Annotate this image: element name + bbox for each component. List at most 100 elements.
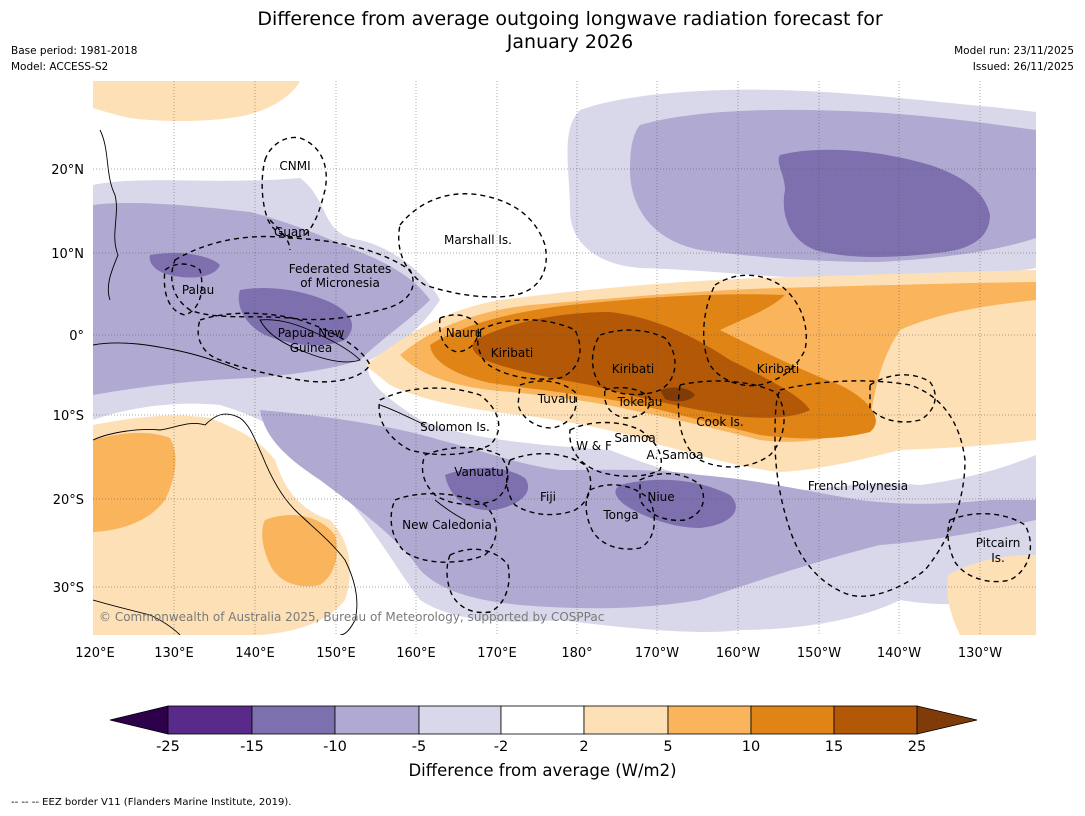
- label-guam: Guam: [274, 225, 310, 239]
- colorbar-tick: 25: [908, 739, 926, 755]
- philippines-coast: [99, 129, 119, 301]
- lat-axis: 20°N 10°N 0° 10°S 20°S 30°S: [51, 163, 84, 596]
- anomaly-pos-15-25: [472, 312, 810, 418]
- label-pitcairn-1: Pitcairn: [976, 536, 1021, 550]
- model-run: Model run: 23/11/2025: [954, 45, 1074, 57]
- lon-label: 120°E: [75, 646, 115, 661]
- colorbar-segment: [583, 705, 669, 735]
- eez-nauru: [438, 314, 479, 353]
- label-niue: Niue: [647, 490, 674, 504]
- anomaly-field: [93, 81, 1036, 635]
- label-png-2: Guinea: [290, 341, 333, 355]
- label-wf: W & F: [576, 439, 612, 453]
- anomaly-neg-10-15-niue: [615, 479, 736, 528]
- anomaly-neg-10-15-north: [778, 149, 990, 257]
- lon-label: 180°: [561, 646, 592, 661]
- colorbar-extend-low: [109, 705, 169, 735]
- coastlines: [93, 129, 466, 635]
- gridlines: [93, 81, 1036, 635]
- label-fsm-1: Federated States: [289, 262, 391, 276]
- region-labels: CNMI Guam Marshall Is. Federated States …: [182, 159, 1020, 565]
- eez-kiribati-c: [591, 329, 676, 396]
- colorbar: [109, 705, 978, 735]
- lon-label: 150°W: [797, 646, 841, 661]
- anomaly-pos-5-10-australia-2: [262, 515, 337, 587]
- label-kiribati-c: Kiribati: [612, 362, 654, 376]
- label-nauru: Nauru: [446, 326, 482, 340]
- eez-vanuatu: [421, 446, 509, 506]
- lon-label: 160°E: [396, 646, 436, 661]
- label-cnmi: CNMI: [279, 159, 310, 173]
- eez-niue: [639, 472, 705, 522]
- model-name: Model: ACCESS-S2: [11, 61, 109, 73]
- new-caledonia-coast: [434, 499, 466, 521]
- eez-legend-note: -- -- -- EEZ border V11 (Flanders Marine…: [11, 797, 292, 808]
- eez-borders: [163, 136, 1032, 614]
- anomaly-pos-25: [660, 387, 695, 402]
- colorbar-tick: -10: [323, 739, 347, 755]
- eez-kiribati-e: [702, 274, 807, 387]
- australia-coast: [93, 413, 358, 635]
- meta-left: Base period: 1981-2018 Model: ACCESS-S2: [11, 43, 137, 75]
- colorbar-ticks: -25 -15 -10 -5 -2 2 5 10 15 25: [156, 739, 926, 755]
- colorbar-tick: -15: [240, 739, 264, 755]
- label-asamoa: A. Samoa: [647, 448, 704, 462]
- lon-label: 160°W: [716, 646, 760, 661]
- colorbar-extend-high: [916, 705, 978, 735]
- label-tonga: Tonga: [602, 508, 638, 522]
- eez-newcal: [390, 492, 497, 563]
- eez-guam-link: [269, 219, 291, 251]
- png-coast: [259, 319, 361, 363]
- base-period: Base period: 1981-2018: [11, 45, 138, 57]
- title-line-2: January 2026: [506, 31, 634, 53]
- label-samoa: Samoa: [614, 431, 655, 445]
- colorbar-tick: -5: [412, 739, 426, 755]
- anomaly-pos-5-10-australia: [93, 432, 176, 532]
- colorbar-tick: -25: [156, 739, 180, 755]
- eez-wf-samoa: [569, 421, 662, 477]
- lat-label: 10°N: [51, 247, 84, 262]
- colorbar-tick: 10: [742, 739, 760, 755]
- label-fp: French Polynesia: [808, 479, 908, 493]
- label-vanuatu: Vanuatu: [454, 465, 504, 479]
- lat-label: 30°S: [53, 581, 84, 596]
- solomon-coast: [379, 404, 426, 426]
- eez-fiji: [506, 452, 592, 516]
- lon-label: 140°W: [877, 646, 921, 661]
- label-marshall: Marshall Is.: [444, 233, 512, 247]
- colorbar-segment: [750, 705, 835, 735]
- label-png-1: Papua New: [278, 326, 345, 340]
- eez-palau: [163, 263, 203, 316]
- colorbar-tick: 5: [663, 739, 672, 755]
- colorbar-segment: [167, 705, 253, 735]
- anomaly-neg-10-15-png: [238, 288, 353, 346]
- lat-label: 20°S: [53, 493, 84, 508]
- anomaly-neg-10-15-palau: [149, 253, 220, 278]
- label-solomon: Solomon Is.: [420, 420, 490, 434]
- label-cook: Cook Is.: [696, 415, 743, 429]
- title-line-1: Difference from average outgoing longwav…: [257, 8, 883, 30]
- chart-title: Difference from average outgoing longwav…: [0, 8, 1085, 54]
- eez-solomon: [378, 387, 500, 456]
- lon-label: 170°W: [635, 646, 679, 661]
- label-newcal: New Caledonia: [402, 518, 492, 532]
- lat-label: 20°N: [51, 163, 84, 178]
- lon-label: 150°E: [316, 646, 356, 661]
- map-area: CNMI Guam Marshall Is. Federated States …: [93, 81, 1036, 635]
- lon-label: 130°E: [154, 646, 194, 661]
- issued-date: Issued: 26/11/2025: [972, 61, 1074, 73]
- eez-kermadec: [446, 548, 510, 614]
- colorbar-tick: 2: [579, 739, 588, 755]
- eez-tuvalu: [517, 380, 577, 429]
- label-fsm-2: of Micronesia: [300, 276, 380, 290]
- label-tokelau: Tokelau: [617, 395, 663, 409]
- lat-label: 10°S: [53, 409, 84, 424]
- label-tuvalu: Tuvalu: [537, 392, 577, 406]
- colorbar-tick: 15: [825, 739, 843, 755]
- copyright-notice: © Commonwealth of Australia 2025, Bureau…: [99, 610, 604, 624]
- indonesia-coast: [93, 342, 241, 371]
- label-kiribati-e: Kiribati: [757, 362, 799, 376]
- colorbar-segment: [334, 705, 420, 735]
- label-kiribati-w: Kiribati: [491, 346, 533, 360]
